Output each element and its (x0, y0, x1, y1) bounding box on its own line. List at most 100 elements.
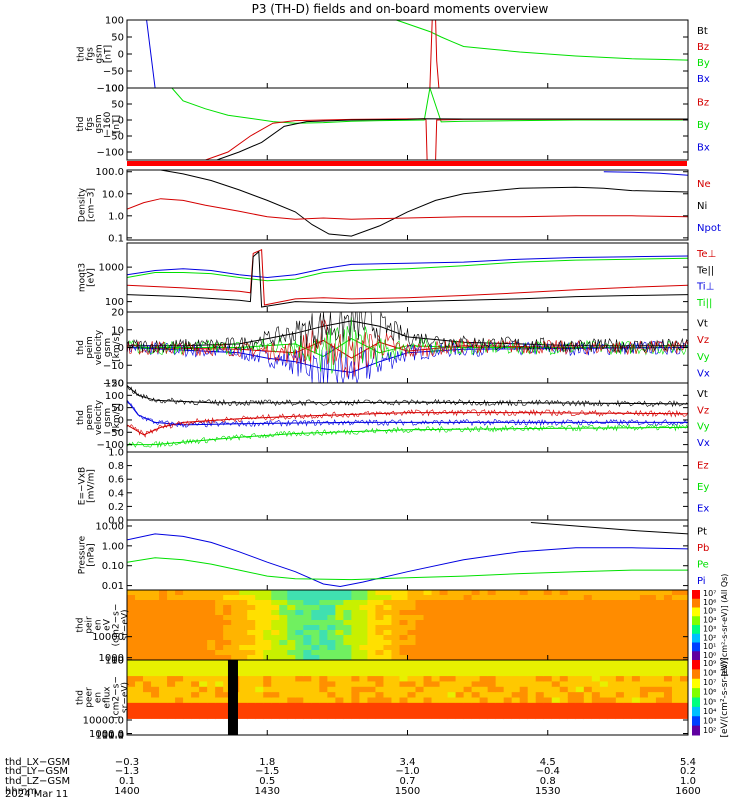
y-tick-label: 50 (111, 403, 124, 414)
spectrogram-cell (495, 610, 505, 616)
spectrogram-cell (143, 665, 152, 672)
spectrogram-cell (263, 630, 272, 636)
spectrogram-cell (631, 605, 641, 611)
spectrogram-cell (527, 645, 537, 651)
spectrogram-cell (239, 655, 248, 661)
spectrogram-cell (191, 702, 200, 709)
spectrogram-cell (415, 640, 425, 646)
spectrogram-cell (535, 713, 545, 720)
spectrogram-cell (639, 625, 649, 631)
spectrogram-cell (503, 660, 513, 666)
spectrogram-cell (143, 713, 152, 720)
spectrogram-cell (471, 605, 481, 611)
spectrogram-cell (639, 686, 649, 693)
spectrogram-cell (599, 665, 609, 672)
spectrogram-cell (271, 718, 280, 725)
spectrogram-cell (359, 670, 368, 677)
spectrogram-cell (439, 676, 449, 682)
spectrogram-cell (615, 600, 625, 606)
colorbar-swatch (692, 607, 700, 617)
spectrogram-cell (199, 729, 208, 736)
spectrogram-cell (391, 610, 400, 616)
spectrogram-cell (591, 697, 601, 704)
spectrogram-cell (279, 605, 288, 611)
spectrogram-cell (327, 708, 336, 715)
spectrogram-cell (375, 724, 384, 731)
spectrogram-cell (207, 625, 216, 631)
spectrogram-cell (543, 670, 553, 677)
spectrogram-cell (479, 686, 489, 693)
legend-item: Bz (697, 97, 709, 108)
spectrogram-cell (143, 650, 152, 656)
y-axis-label-line: sr−eV) (121, 609, 131, 640)
spectrogram-cell (135, 645, 144, 651)
spectrogram-cell (519, 686, 529, 693)
spectrogram-cell (455, 620, 465, 626)
spectrogram-cell (407, 724, 417, 731)
y-tick-label: 50 (111, 100, 124, 111)
spectrogram-cell (239, 610, 248, 616)
spectrogram-cell (279, 630, 288, 636)
spectrogram-cell (575, 729, 585, 736)
spectrogram-cell (351, 605, 360, 611)
spectrogram-cell (335, 610, 344, 616)
spectrogram-cell (295, 610, 304, 616)
spectrogram-cell (207, 645, 216, 651)
spectrogram-cell (463, 655, 473, 661)
spectrogram-cell (447, 724, 457, 731)
spectrogram-cell (343, 650, 352, 656)
legend-item: Ti⊥ (696, 282, 714, 293)
spectrogram-cell (671, 620, 681, 626)
spectrogram-cell (655, 676, 665, 682)
spectrogram-cell (279, 660, 288, 666)
spectrogram-cell (191, 697, 200, 704)
spectrogram-cell (607, 590, 617, 596)
spectrogram-cell (343, 620, 352, 626)
spectrogram-cell (535, 670, 545, 677)
spectrogram-cell (215, 676, 224, 682)
spectrogram-cell (351, 686, 360, 693)
spectrogram-cell (327, 660, 336, 666)
spectrogram-cell (191, 686, 200, 693)
spectrogram-cell (527, 660, 537, 666)
spectrogram-cell (415, 692, 425, 698)
spectrogram-cell (519, 697, 529, 704)
spectrogram-cell (503, 630, 513, 636)
spectrogram-cell (367, 625, 376, 631)
spectrogram-cell (359, 605, 368, 611)
spectrogram-cell (439, 630, 449, 636)
y-tick-label: −10 (103, 361, 124, 372)
spectrogram-cell (407, 718, 417, 725)
spectrogram-cell (455, 625, 465, 631)
spectrogram-cell (383, 630, 392, 636)
spectrogram-cell (471, 724, 481, 731)
spectrogram-cell (327, 702, 336, 709)
spectrogram-cell (511, 615, 521, 621)
spectrogram-cell (567, 665, 577, 672)
spectrogram-cell (471, 590, 481, 596)
spectrogram-cell (271, 615, 280, 621)
spectrogram-cell (663, 686, 673, 693)
spectrogram-cell (383, 713, 392, 720)
spectrogram-cell (151, 595, 160, 601)
spectrogram-cell (271, 635, 280, 641)
x-row-value: 1430 (255, 786, 280, 797)
spectrogram-cell (327, 605, 336, 611)
panel-frame (126, 519, 689, 591)
spectrogram-cell (303, 600, 312, 606)
spectrogram-cell (247, 600, 256, 606)
spectrogram-cell (599, 620, 609, 626)
spectrogram-cell (327, 625, 336, 631)
spectrogram-cell (495, 670, 505, 677)
spectrogram-cell (423, 605, 433, 611)
spectrogram-cell (479, 718, 489, 725)
spectrogram-cell (367, 650, 376, 656)
spectrogram-cell (207, 729, 216, 736)
y-tick-label: 0.1 (108, 233, 124, 244)
y-tick-label: 0.2 (108, 502, 124, 513)
spectrogram-cell (423, 650, 433, 656)
y-tick-label: 10 (111, 655, 124, 666)
series-Pe (126, 557, 688, 581)
spectrogram-cell (583, 595, 593, 601)
spectrogram-cell (663, 724, 673, 731)
